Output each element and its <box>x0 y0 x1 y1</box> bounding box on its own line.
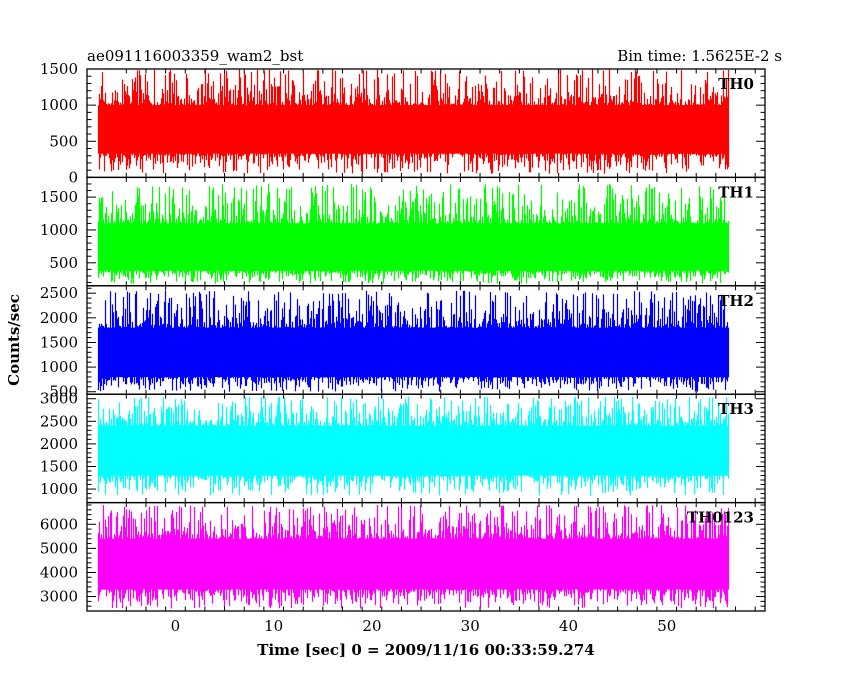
series-trace-th0 <box>97 69 730 174</box>
series-trace-th2 <box>97 290 730 392</box>
panel-th1: 500 1000 1500 TH1 <box>40 176 766 287</box>
series-trace-th3 <box>97 396 730 496</box>
y-tick-label: 4000 <box>40 563 78 581</box>
y-tick-label: 1000 <box>40 221 78 239</box>
series-trace-th1 <box>97 184 730 284</box>
y-tick-label: 1000 <box>40 96 78 114</box>
y-tick-label: 500 <box>49 132 78 150</box>
y-tick-label: 1500 <box>40 60 78 78</box>
y-tick-label: 2500 <box>40 284 78 302</box>
panel-label-th0123: TH0123 <box>687 509 754 527</box>
panel-th2: 500 1000 1500 2000 2500 TH2 <box>40 284 766 401</box>
y-tick-label: 0 <box>68 168 78 186</box>
panel-label-th0: TH0 <box>718 75 754 93</box>
panel-frame <box>86 501 766 612</box>
panel-th0: 0 500 1000 1500 TH0 <box>40 60 766 186</box>
x-tick-label: 40 <box>559 617 578 635</box>
y-tick-label: 1000 <box>40 480 78 498</box>
x-tick-label: 50 <box>657 617 676 635</box>
y-tick-label: 500 <box>49 254 78 272</box>
panel-th0123: 3000 4000 5000 6000 TH0123 <box>40 501 766 612</box>
y-tick-label: 1000 <box>40 358 78 376</box>
y-tick-label: 500 <box>49 383 78 401</box>
y-tick-label: 2500 <box>40 412 78 430</box>
panel-label-th2: TH2 <box>718 292 754 310</box>
x-tick-label: 20 <box>362 617 381 635</box>
x-tick-label: 10 <box>264 617 283 635</box>
y-tick-label: 2000 <box>40 435 78 453</box>
x-tick-label: 30 <box>461 617 480 635</box>
y-tick-label: 5000 <box>40 539 78 557</box>
y-tick-label: 2000 <box>40 309 78 327</box>
y-tick-label: 3000 <box>40 588 78 606</box>
y-tick-label: 1500 <box>40 333 78 351</box>
y-axis-title: Counts/sec <box>5 294 23 386</box>
y-tick-label: 1500 <box>40 457 78 475</box>
y-tick-label: 6000 <box>40 515 78 533</box>
x-axis-title: Time [sec] 0 = 2009/11/16 00:33:59.274 <box>257 641 594 659</box>
y-tick-label: 1500 <box>40 188 78 206</box>
panel-th3: 1000 1500 2000 2500 3000 TH3 <box>40 390 766 504</box>
y-tick-label: 3000 <box>40 390 78 408</box>
x-tick-label: 0 <box>171 617 181 635</box>
series-trace-th0123 <box>97 505 730 609</box>
panel-label-th3: TH3 <box>718 400 754 418</box>
chart-title-left: ae091116003359_wam2_bst <box>87 47 303 65</box>
panel-label-th1: TH1 <box>718 183 754 201</box>
chart-title-right: Bin time: 1.5625E-2 s <box>617 47 782 65</box>
